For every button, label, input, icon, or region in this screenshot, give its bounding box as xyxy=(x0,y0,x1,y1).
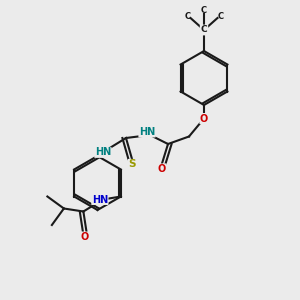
Text: S: S xyxy=(128,159,136,170)
Text: C: C xyxy=(201,26,207,34)
Text: HN: HN xyxy=(139,127,155,137)
Text: C: C xyxy=(201,6,207,15)
Text: C: C xyxy=(218,12,224,21)
Text: HN: HN xyxy=(95,147,111,158)
Text: C: C xyxy=(184,12,190,21)
Text: O: O xyxy=(81,232,89,242)
Text: O: O xyxy=(200,113,208,124)
Text: HN: HN xyxy=(92,194,108,205)
Text: O: O xyxy=(158,164,166,174)
